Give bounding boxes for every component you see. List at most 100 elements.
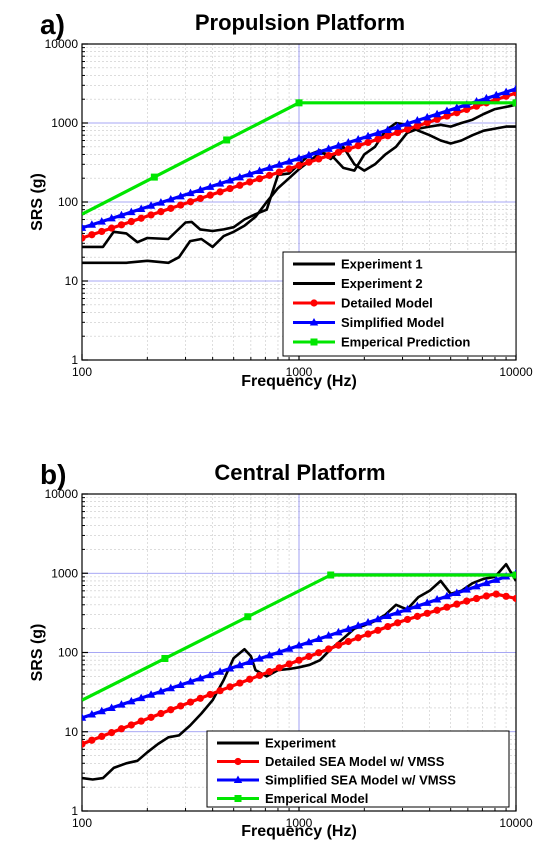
legend-marker	[309, 318, 319, 326]
data-point	[87, 220, 97, 228]
data-point	[334, 641, 343, 649]
y-tick-label: 1	[71, 353, 78, 367]
data-point	[226, 184, 234, 193]
y-tick-label: 1	[71, 804, 78, 818]
data-point	[432, 595, 442, 603]
y-tick-label: 10000	[45, 37, 79, 51]
data-point	[403, 125, 412, 133]
data-point	[315, 155, 323, 163]
data-point	[443, 603, 451, 611]
x-tick-label: 10000	[499, 365, 533, 379]
data-point	[196, 185, 205, 194]
data-point	[344, 637, 352, 646]
data-point	[334, 627, 343, 636]
data-point	[453, 109, 461, 117]
data-point	[512, 99, 516, 107]
data-point	[344, 138, 353, 146]
legend-label: Emperical Model	[265, 791, 368, 806]
x-tick-label: 100	[72, 816, 92, 830]
data-point	[463, 597, 471, 605]
legend-marker	[233, 775, 243, 783]
legend-label: Simplified Model	[341, 315, 444, 330]
series-simplified-sea-model-w-vmss	[82, 568, 516, 721]
data-point	[265, 668, 274, 676]
data-point	[344, 624, 353, 633]
data-point	[512, 594, 516, 603]
data-point	[423, 119, 431, 127]
data-point	[295, 161, 303, 170]
series-simplified-model	[82, 84, 516, 231]
series-emperical-model	[82, 571, 516, 702]
legend-marker	[234, 795, 242, 802]
data-point	[166, 683, 175, 692]
data-point	[353, 621, 363, 629]
data-point	[327, 571, 335, 579]
data-point	[423, 598, 432, 606]
data-point	[384, 622, 392, 631]
data-point	[107, 213, 116, 222]
data-point	[472, 581, 481, 590]
data-point	[433, 115, 441, 123]
data-point	[156, 687, 166, 695]
data-point	[462, 585, 471, 593]
data-point	[98, 732, 106, 741]
data-point	[146, 690, 156, 698]
legend-item: Simplified Model	[293, 315, 444, 330]
data-point	[482, 578, 491, 587]
data-point	[255, 671, 264, 680]
y-axis-label: SRS (g)	[29, 173, 46, 231]
data-point	[423, 112, 432, 121]
data-point	[334, 141, 343, 149]
data-point	[137, 717, 145, 725]
data-point	[186, 198, 195, 206]
data-point	[244, 613, 252, 621]
legend: Experiment 1 Experiment 2 Detailed Model Si…	[282, 251, 517, 357]
data-point	[147, 211, 155, 219]
data-point	[82, 713, 87, 721]
data-point	[107, 224, 116, 232]
data-point	[275, 647, 284, 656]
data-point	[334, 148, 343, 156]
data-point	[394, 619, 402, 627]
series-line	[82, 562, 516, 781]
y-tick-label: 1000	[51, 116, 78, 130]
legend-label: Detailed Model	[341, 296, 433, 311]
data-point	[246, 178, 254, 186]
legend-marker	[310, 338, 318, 346]
data-point	[166, 194, 175, 203]
series-group	[82, 562, 516, 781]
data-point	[196, 673, 205, 682]
x-tick-label: 1000	[286, 816, 313, 830]
data-point	[442, 106, 452, 115]
data-point	[394, 128, 402, 137]
data-point	[492, 575, 501, 583]
central-platform-chart: b) Central Platform 100 1000 10000 1 10 100 1000…	[29, 459, 533, 840]
data-point	[246, 675, 254, 683]
data-point	[443, 112, 451, 120]
data-point	[177, 201, 185, 209]
data-point	[384, 132, 392, 140]
data-point	[354, 634, 362, 642]
data-point	[492, 90, 501, 99]
data-point	[304, 637, 314, 646]
data-point	[314, 147, 323, 156]
data-point	[304, 150, 314, 159]
legend-item: Experiment 1	[293, 257, 423, 272]
data-point	[225, 176, 235, 184]
data-point	[136, 693, 146, 702]
legend-label: Simplified SEA Model w/ VMSS	[265, 773, 456, 788]
data-point	[167, 706, 175, 714]
data-point	[107, 703, 116, 711]
data-point	[482, 93, 491, 102]
data-point	[146, 201, 156, 209]
data-point	[255, 654, 264, 662]
data-point	[176, 680, 185, 688]
chart-title: Central Platform	[214, 460, 385, 485]
data-point	[156, 198, 166, 206]
data-point	[433, 606, 441, 614]
data-point	[186, 698, 195, 706]
data-point	[176, 191, 185, 200]
data-point	[324, 645, 333, 653]
y-tick-label: 100	[58, 646, 78, 660]
data-point	[137, 214, 145, 222]
